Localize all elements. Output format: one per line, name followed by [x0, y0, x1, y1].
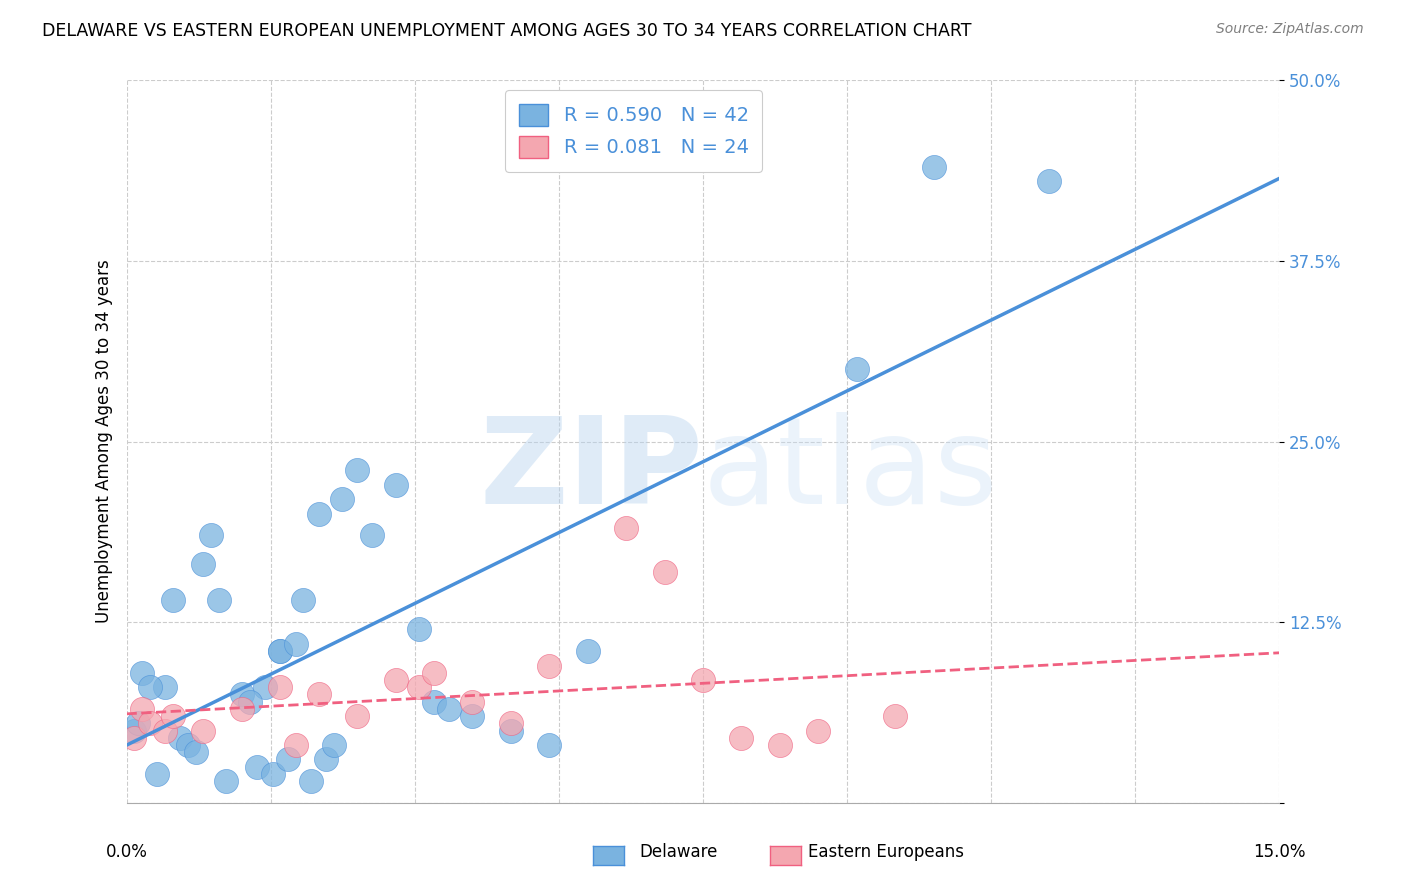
Text: Source: ZipAtlas.com: Source: ZipAtlas.com: [1216, 22, 1364, 37]
Point: [346, 709, 368, 723]
Point: [884, 709, 907, 723]
Text: DELAWARE VS EASTERN EUROPEAN UNEMPLOYMENT AMONG AGES 30 TO 34 YEARS CORRELATION : DELAWARE VS EASTERN EUROPEAN UNEMPLOYMEN…: [42, 22, 972, 40]
Point: [269, 680, 291, 694]
Text: Eastern Europeans: Eastern Europeans: [808, 843, 965, 861]
Point: [162, 709, 184, 723]
Point: [346, 463, 368, 477]
Point: [299, 774, 322, 789]
Point: [408, 680, 430, 694]
Point: [423, 695, 446, 709]
Point: [246, 760, 269, 774]
Point: [131, 665, 153, 680]
Point: [215, 774, 238, 789]
Point: [153, 723, 176, 738]
Point: [153, 680, 176, 694]
Point: [330, 492, 353, 507]
Point: [922, 160, 945, 174]
Point: [138, 680, 160, 694]
Point: [384, 673, 406, 687]
Point: [131, 702, 153, 716]
Point: [769, 738, 792, 752]
Point: [845, 362, 868, 376]
Point: [730, 731, 752, 745]
Point: [461, 709, 484, 723]
Point: [408, 623, 430, 637]
Point: [184, 745, 207, 759]
Point: [807, 723, 830, 738]
Point: [499, 723, 522, 738]
Point: [308, 507, 330, 521]
Point: [208, 593, 231, 607]
Point: [193, 723, 215, 738]
Point: [499, 716, 522, 731]
Point: [461, 695, 484, 709]
Point: [1038, 174, 1060, 188]
Point: [308, 687, 330, 701]
Point: [269, 644, 291, 658]
Point: [614, 521, 637, 535]
Legend: R = 0.590   N = 42, R = 0.081   N = 24: R = 0.590 N = 42, R = 0.081 N = 24: [505, 90, 762, 172]
Point: [269, 644, 291, 658]
Point: [576, 644, 599, 658]
Point: [292, 593, 315, 607]
Point: [538, 658, 561, 673]
Point: [439, 702, 461, 716]
Point: [200, 528, 222, 542]
Text: 0.0%: 0.0%: [105, 843, 148, 861]
Text: 15.0%: 15.0%: [1253, 843, 1306, 861]
Point: [284, 738, 307, 752]
Point: [231, 687, 253, 701]
Point: [323, 738, 346, 752]
Point: [127, 716, 149, 731]
Point: [193, 558, 215, 572]
Point: [654, 565, 676, 579]
Point: [538, 738, 561, 752]
Point: [231, 702, 253, 716]
Point: [122, 731, 145, 745]
Point: [122, 723, 145, 738]
Point: [253, 680, 276, 694]
Point: [262, 767, 284, 781]
Point: [162, 593, 184, 607]
Point: [423, 665, 446, 680]
Point: [146, 767, 169, 781]
Point: [384, 478, 406, 492]
Text: atlas: atlas: [703, 412, 998, 529]
Y-axis label: Unemployment Among Ages 30 to 34 years: Unemployment Among Ages 30 to 34 years: [94, 260, 112, 624]
Point: [169, 731, 191, 745]
Point: [177, 738, 200, 752]
Text: Delaware: Delaware: [640, 843, 718, 861]
Text: ZIP: ZIP: [479, 412, 703, 529]
Point: [692, 673, 714, 687]
Point: [277, 752, 299, 766]
Point: [361, 528, 384, 542]
Point: [284, 637, 307, 651]
Point: [315, 752, 337, 766]
Point: [138, 716, 160, 731]
Point: [238, 695, 260, 709]
